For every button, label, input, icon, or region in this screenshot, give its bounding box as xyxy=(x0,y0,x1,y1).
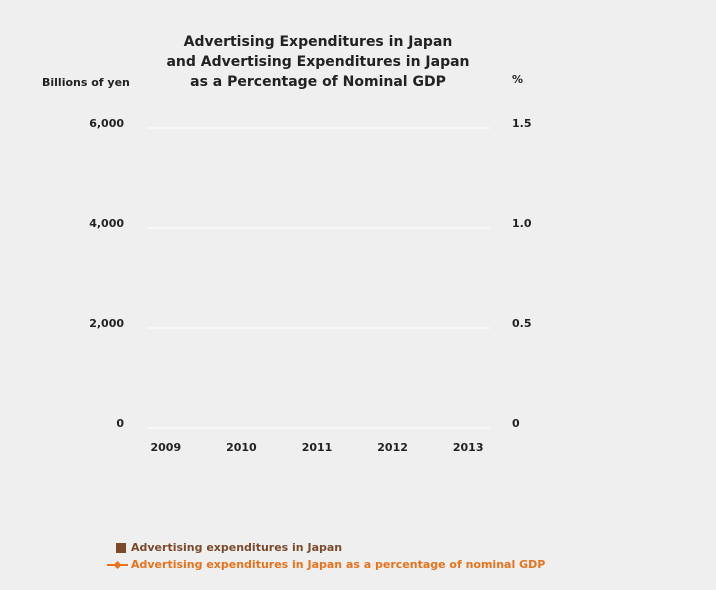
x-tick-label: 2009 xyxy=(150,441,181,454)
x-tick-label: 2011 xyxy=(302,441,333,454)
chart-title: and Advertising Expenditures in Japan xyxy=(166,54,469,70)
y2-tick-label: 1.0 xyxy=(512,217,532,230)
y2-axis-label: % xyxy=(512,73,523,86)
legend-marker xyxy=(113,561,122,569)
y2-tick-label: 1.5 xyxy=(512,117,532,130)
y-tick-label: 0 xyxy=(116,417,124,430)
x-tick-label: 2013 xyxy=(453,441,484,454)
legend-label: Advertising expenditures in Japan as a p… xyxy=(131,558,545,571)
chart-title: Advertising Expenditures in Japan xyxy=(184,34,453,50)
legend-swatch xyxy=(116,543,126,553)
legend-label: Advertising expenditures in Japan xyxy=(131,541,342,554)
y2-tick-label: 0 xyxy=(512,417,520,430)
y2-tick-label: 0.5 xyxy=(512,317,532,330)
x-tick-label: 2010 xyxy=(226,441,257,454)
y-axis-label: Billions of yen xyxy=(42,76,130,89)
y-tick-label: 4,000 xyxy=(89,217,124,230)
y-tick-label: 2,000 xyxy=(89,317,124,330)
y-tick-label: 6,000 xyxy=(89,117,124,130)
chart-title: as a Percentage of Nominal GDP xyxy=(190,74,446,90)
x-tick-label: 2012 xyxy=(377,441,408,454)
